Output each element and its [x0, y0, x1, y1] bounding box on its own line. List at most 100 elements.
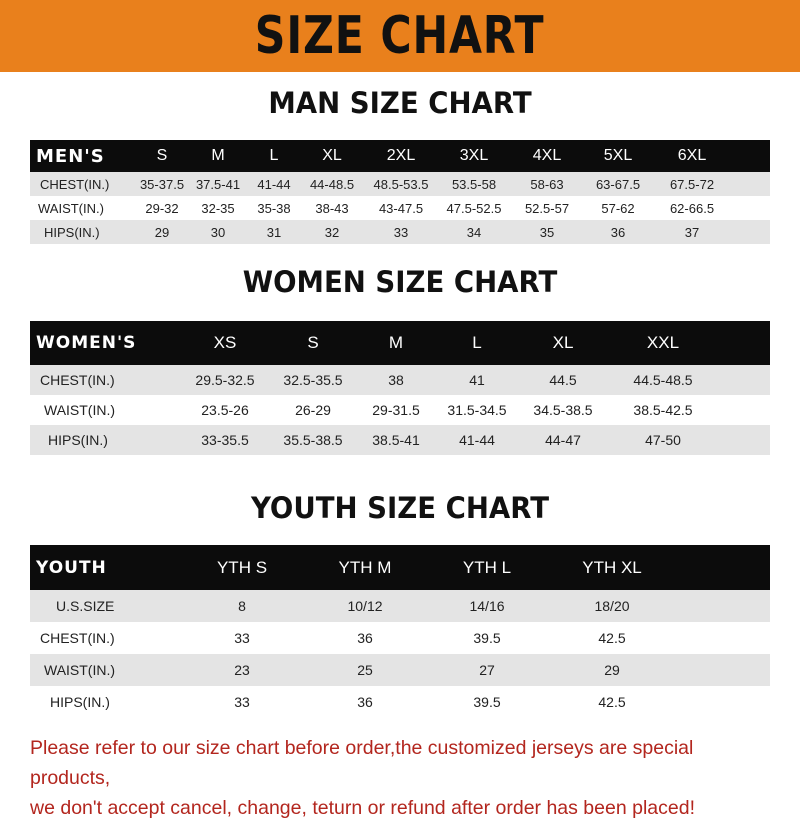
table-cell: 33: [393, 224, 409, 240]
table-cell: 23: [234, 662, 250, 678]
table-cell: 39.5: [473, 630, 501, 646]
table-cell: 30: [210, 224, 226, 240]
table-cell: 26-29: [295, 402, 331, 418]
table-cell: 31.5-34.5: [447, 402, 507, 418]
table-row: U.S.SIZE 8 10/12 14/16 18/20: [30, 590, 770, 622]
table-cell: 34.5-38.5: [533, 402, 593, 418]
row-label: HIPS(IN.): [44, 224, 100, 240]
table-cell: 35.5-38.5: [283, 432, 343, 448]
order-notice-line-2: we don't accept cancel, change, teturn o…: [30, 797, 695, 819]
table-cell: 37.5-41: [195, 176, 241, 192]
row-label: HIPS(IN.): [50, 694, 110, 710]
table-title-cell: MEN'S: [36, 145, 105, 167]
women-size-table: WOMEN'S XS S M L XL XXL CHEST(IN.) 29.5-32.5 32.5…: [30, 321, 770, 455]
table-cell: 47.5-52.5: [446, 200, 502, 216]
table-cell: 48.5-53.5: [373, 176, 429, 192]
row-label: CHEST(IN.): [40, 176, 110, 192]
banner-title: SIZE CHART: [255, 6, 545, 66]
table-cell: 35-38: [257, 200, 291, 216]
table-cell: 29.5-32.5: [195, 372, 255, 388]
table-cell: 32.5-35.5: [283, 372, 343, 388]
table-cell: 39.5: [473, 694, 501, 710]
table-header-row: YOUTH YTH S YTH M YTH L YTH XL: [30, 545, 770, 590]
size-header-cell: YTH L: [462, 557, 512, 577]
table-cell: 62-66.5: [669, 200, 715, 216]
table-cell: 41: [469, 372, 485, 388]
women-section-title: WOMEN SIZE CHART: [242, 265, 558, 299]
table-cell: 42.5: [598, 630, 626, 646]
table-cell: 38: [388, 372, 404, 388]
youth-size-table: YOUTH YTH S YTH M YTH L YTH XL U.S.SIZE 8 10/12…: [30, 545, 770, 718]
youth-section-title: YOUTH SIZE CHART: [250, 491, 550, 525]
table-cell: 63-67.5: [595, 176, 641, 192]
table-cell: 52.5-57: [524, 200, 570, 216]
row-label: CHEST(IN.): [40, 372, 115, 388]
table-cell: 27: [479, 662, 495, 678]
order-notice: Please refer to our size chart before or…: [30, 733, 775, 823]
men-section-title: MAN SIZE CHART: [268, 86, 532, 120]
size-header-cell: L: [472, 333, 482, 352]
table-row: CHEST(IN.) 35-37.5 37.5-41 41-44 44-48.5 48.5…: [30, 172, 770, 196]
size-header-cell: XS: [213, 333, 237, 352]
table-row: WAIST(IN.) 29-32 32-35 35-38 38-43 43-47.5 47.…: [30, 196, 770, 220]
size-header-cell: YTH S: [216, 557, 268, 577]
table-row: HIPS(IN.) 29 30 31 32 33 34 35 36 37: [30, 220, 770, 244]
table-cell: 33: [234, 694, 250, 710]
table-cell: 32-35: [201, 200, 235, 216]
table-cell: 32: [324, 224, 340, 240]
order-notice-line-1: Please refer to our size chart before or…: [30, 737, 694, 789]
table-cell: 10/12: [347, 598, 383, 614]
table-row: HIPS(IN.) 33-35.5 35.5-38.5 38.5-41 41-44 44-…: [30, 425, 770, 455]
table-cell: 38.5-42.5: [633, 402, 693, 418]
table-cell: 47-50: [645, 432, 681, 448]
table-cell: 37: [684, 224, 700, 240]
size-header-cell: XL: [552, 333, 574, 352]
table-title-cell: YOUTH: [36, 557, 107, 578]
table-cell: 18/20: [594, 598, 630, 614]
size-header-cell: M: [211, 147, 225, 164]
table-cell: 38.5-41: [372, 432, 420, 448]
row-label: WAIST(IN.): [44, 402, 116, 418]
size-header-cell: 2XL: [386, 147, 416, 164]
table-cell: 29-32: [145, 200, 179, 216]
table-row: WAIST(IN.) 23 25 27 29: [30, 654, 770, 686]
table-row: HIPS(IN.) 33 36 39.5 42.5: [30, 686, 770, 718]
table-cell: 29: [154, 224, 170, 240]
size-header-cell: YTH M: [338, 557, 392, 577]
table-cell: 42.5: [598, 694, 626, 710]
size-header-cell: XL: [322, 147, 342, 164]
row-label: WAIST(IN.): [44, 662, 116, 678]
size-header-cell: S: [156, 147, 168, 164]
table-row: WAIST(IN.) 23.5-26 26-29 29-31.5 31.5-34.5 34…: [30, 395, 770, 425]
size-header-cell: 5XL: [603, 147, 633, 164]
table-cell: 41-44: [257, 176, 291, 192]
table-cell: 34: [466, 224, 482, 240]
table-cell: 33: [234, 630, 250, 646]
table-cell: 23.5-26: [201, 402, 249, 418]
table-cell: 44-48.5: [309, 176, 355, 192]
size-header-cell: 6XL: [677, 147, 707, 164]
table-cell: 44-47: [545, 432, 581, 448]
row-label: CHEST(IN.): [40, 630, 115, 646]
table-cell: 29: [604, 662, 620, 678]
table-cell: 36: [357, 630, 373, 646]
table-cell: 25: [357, 662, 373, 678]
men-size-table: MEN'S S M L XL 2XL 3XL 4XL 5XL 6XL CHEST(IN.) 35-37…: [30, 140, 770, 244]
size-header-cell: XXL: [646, 333, 680, 352]
table-cell: 31: [266, 224, 282, 240]
table-row: CHEST(IN.) 29.5-32.5 32.5-35.5 38 41 44.5 44.5…: [30, 365, 770, 395]
table-cell: 14/16: [469, 598, 505, 614]
row-label: U.S.SIZE: [56, 598, 115, 614]
table-header-row: MEN'S S M L XL 2XL 3XL 4XL 5XL 6XL: [30, 140, 770, 172]
table-cell: 35-37.5: [139, 176, 185, 192]
size-header-cell: YTH XL: [582, 557, 642, 577]
size-header-cell: S: [307, 333, 319, 352]
table-cell: 58-63: [530, 176, 564, 192]
row-label: HIPS(IN.): [48, 432, 108, 448]
table-cell: 53.5-58: [451, 176, 497, 192]
table-cell: 57-62: [601, 200, 635, 216]
table-cell: 67.5-72: [669, 176, 715, 192]
table-cell: 36: [357, 694, 373, 710]
table-cell: 43-47.5: [378, 200, 424, 216]
table-cell: 44.5-48.5: [633, 372, 693, 388]
